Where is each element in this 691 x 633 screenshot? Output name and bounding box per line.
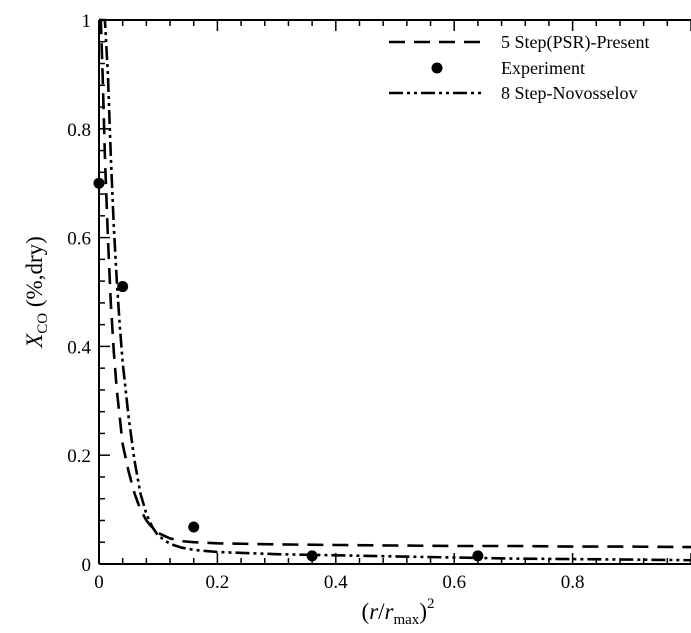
x-tick-label: 0.4 [324,572,348,593]
x-axis-label: (r/rmax)2 [362,596,435,628]
y-axis-label: XCO (%,dry) [22,236,51,349]
legend-label: 8 Step-Novosselov [501,83,638,103]
x-tick-label: 0.6 [442,572,466,593]
legend-marker [431,62,443,74]
series-8-step-novosselov-line [99,18,691,562]
plot-frame [98,19,691,565]
experiment-point [117,281,129,293]
series-layer [93,18,691,562]
x-tick-label: 0.2 [206,572,230,593]
series-experiment [93,177,484,562]
legend-label: 5 Step(PSR)-Present [501,32,650,53]
tick-labels: 0 0.2 0.4 0.6 0.8 1 0 0.2 0.4 0.6 0.8 [67,11,584,593]
legend-label: Experiment [501,58,585,78]
y-tick-label: 0 [82,555,92,576]
experiment-point [188,521,200,533]
legend: 5 Step(PSR)-Present Experiment 8 Step-Novo… [389,32,650,103]
y-tick-label: 1 [82,11,92,32]
y-tick-label: 0.4 [67,337,91,358]
y-tick-label: 0.8 [67,120,91,141]
y-tick-label: 0.2 [67,446,91,467]
x-tick-label: 0.8 [561,572,585,593]
experiment-point [472,550,484,562]
x-tick-label: 0 [94,572,104,593]
series-5-step-psr-present-line [99,18,691,549]
experiment-point [93,177,105,189]
y-tick-label: 0.6 [67,229,91,250]
